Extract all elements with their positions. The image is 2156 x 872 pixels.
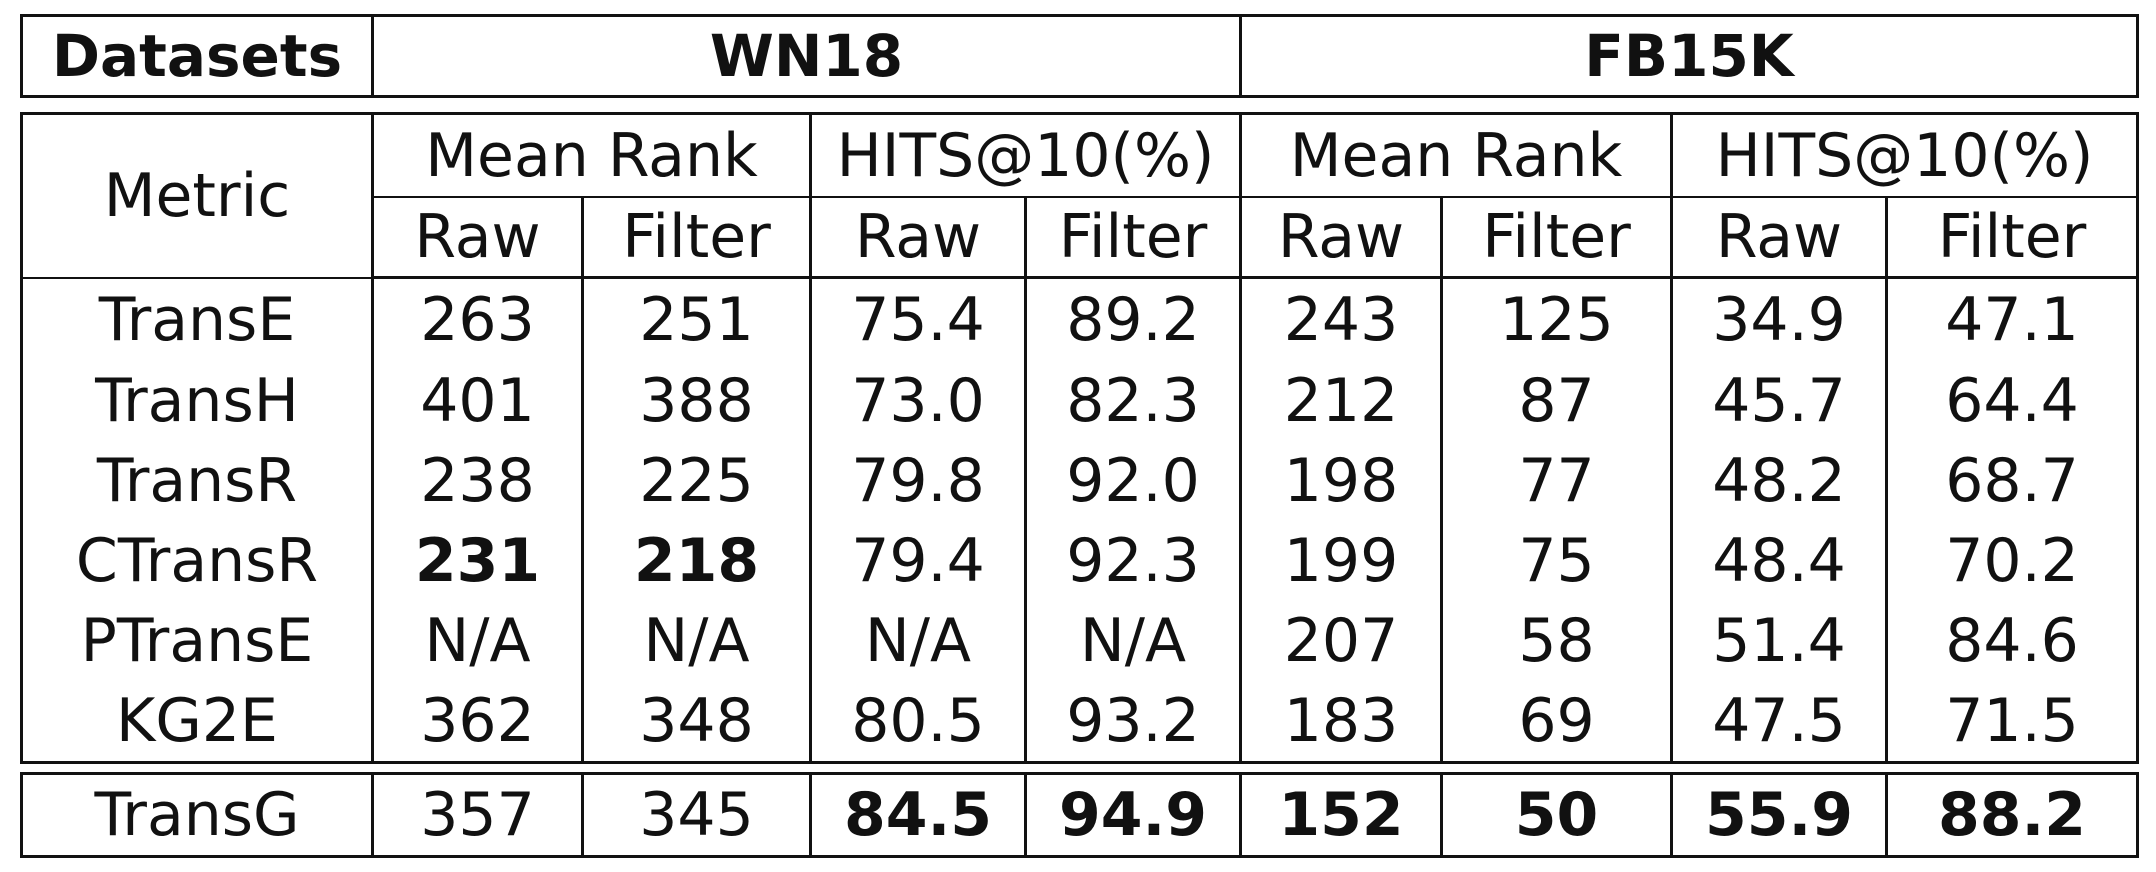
table-cell: 48.4 [1670, 521, 1889, 601]
table-cell: 125 [1440, 277, 1674, 361]
table-cell: N/A [581, 601, 812, 681]
table-cell: 198 [1239, 441, 1444, 521]
table-cell: 152 [1239, 772, 1443, 858]
table-cell: 51.4 [1670, 601, 1889, 681]
subheader-raw: Raw [809, 197, 1027, 279]
table-cell: 77 [1440, 441, 1674, 521]
table-cell: 75.4 [809, 277, 1027, 361]
transg-table: TransG 357 345 84.5 94.9 152 50 55.9 88.… [20, 772, 2139, 858]
table-cell: 251 [581, 277, 812, 361]
metric-label: Metric [20, 112, 374, 279]
table-cell: N/A [809, 601, 1027, 681]
results-table: Metric Mean Rank HITS@10(%) Mean Rank HI… [20, 112, 2140, 764]
subheader-raw: Raw [1239, 197, 1444, 279]
model-name: KG2E [20, 681, 374, 764]
table-cell: 263 [371, 277, 584, 361]
table-row: TransE 263 251 75.4 89.2 243 125 34.9 47… [20, 277, 2140, 361]
fb15k-hits10-header: HITS@10(%) [1670, 112, 2140, 198]
table-cell: 84.5 [809, 772, 1027, 858]
subheader-filter: Filter [1440, 197, 1674, 279]
table-cell: 231 [371, 521, 584, 601]
dataset-header-table: Datasets WN18 FB15K [20, 14, 2140, 98]
table-cell: 225 [581, 441, 812, 521]
table-row: TransH 401 388 73.0 82.3 212 87 45.7 64.… [20, 361, 2140, 441]
table-cell: 238 [371, 441, 584, 521]
table-cell: 345 [581, 772, 812, 858]
model-name: PTransE [20, 601, 374, 681]
metric-subgroup-row: Raw Filter Raw Filter Raw Filter Raw Fil… [22, 197, 2140, 279]
subheader-raw: Raw [1670, 197, 1889, 279]
table-cell: 55.9 [1670, 772, 1888, 858]
table-cell: 388 [581, 361, 812, 441]
model-name: TransG [20, 772, 374, 858]
table-cell: 92.3 [1023, 521, 1243, 601]
table-cell: 82.3 [1023, 361, 1243, 441]
table-cell: 93.2 [1023, 681, 1243, 764]
table-cell: 79.8 [809, 441, 1027, 521]
table-cell: 68.7 [1885, 441, 2140, 521]
table-cell: 64.4 [1885, 361, 2140, 441]
table-cell: 89.2 [1023, 277, 1243, 361]
table-cell: 207 [1239, 601, 1444, 681]
table-cell: 80.5 [809, 681, 1027, 764]
table-cell: 45.7 [1670, 361, 1889, 441]
table-cell: 75 [1440, 521, 1674, 601]
table-cell: 47.5 [1670, 681, 1889, 764]
table-cell: 88.2 [1885, 772, 2139, 858]
table-cell: 92.0 [1023, 441, 1243, 521]
table-cell: 47.1 [1885, 277, 2140, 361]
table-row: KG2E 362 348 80.5 93.2 183 69 47.5 71.5 [20, 681, 2140, 764]
table-row: CTransR 231 218 79.4 92.3 199 75 48.4 70… [20, 521, 2140, 601]
table-cell: 48.2 [1670, 441, 1889, 521]
model-name: TransH [20, 361, 374, 441]
table-cell: 58 [1440, 601, 1674, 681]
subheader-filter: Filter [581, 197, 812, 279]
table-cell: 87 [1440, 361, 1674, 441]
table-cell: N/A [371, 601, 584, 681]
table-cell: 84.6 [1885, 601, 2140, 681]
fb15k-mean-rank-header: Mean Rank [1239, 112, 1674, 198]
table-cell: N/A [1023, 601, 1243, 681]
table-cell: 362 [371, 681, 584, 764]
table-row: TransR 238 225 79.8 92.0 198 77 48.2 68.… [20, 441, 2140, 521]
fb15k-header: FB15K [1239, 14, 2140, 98]
wn18-mean-rank-header: Mean Rank [371, 112, 812, 198]
table-cell: 69 [1440, 681, 1674, 764]
table-cell: 79.4 [809, 521, 1027, 601]
wn18-header: WN18 [370, 14, 1243, 98]
table-cell: 218 [581, 521, 812, 601]
table-cell: 243 [1239, 277, 1444, 361]
subheader-filter: Filter [1023, 197, 1243, 279]
model-name: CTransR [20, 521, 374, 601]
table-cell: 212 [1239, 361, 1444, 441]
wn18-hits10-header: HITS@10(%) [808, 112, 1243, 198]
table-row: PTransE N/A N/A N/A N/A 207 58 51.4 84.6 [20, 601, 2140, 681]
table-cell: 401 [371, 361, 584, 441]
model-name: TransR [20, 441, 374, 521]
table-cell: 50 [1440, 772, 1673, 858]
table-cell: 357 [371, 772, 584, 858]
table-cell: 199 [1239, 521, 1444, 601]
table-cell: 348 [581, 681, 812, 764]
table-cell: 70.2 [1885, 521, 2140, 601]
table-cell: 183 [1239, 681, 1444, 764]
datasets-label: Datasets [20, 14, 374, 98]
dataset-header-row: Datasets WN18 FB15K [20, 14, 2140, 98]
subheader-filter: Filter [1885, 197, 2140, 279]
subheader-raw: Raw [371, 197, 584, 279]
table-cell: 73.0 [809, 361, 1027, 441]
table-cell: 71.5 [1885, 681, 2140, 764]
metric-group-row: Metric Mean Rank HITS@10(%) Mean Rank HI… [20, 112, 2140, 279]
table-cell: 34.9 [1670, 277, 1889, 361]
model-name: TransE [20, 277, 374, 361]
transg-row: TransG 357 345 84.5 94.9 152 50 55.9 88.… [20, 772, 2139, 858]
table-cell: 94.9 [1024, 772, 1242, 858]
